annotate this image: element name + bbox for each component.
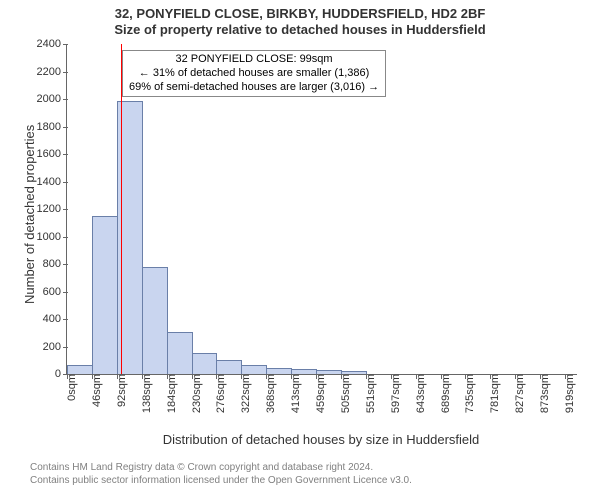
y-tick: 200: [43, 341, 67, 353]
x-tick: 781sqm: [487, 374, 501, 413]
title-line2: Size of property relative to detached ho…: [0, 22, 600, 38]
x-tick: 368sqm: [263, 374, 277, 413]
attribution-line1: Contains HM Land Registry data © Crown c…: [30, 462, 412, 475]
y-tick: 2000: [37, 93, 67, 105]
y-axis-label: Number of detached properties: [22, 125, 37, 304]
title-line1: 32, PONYFIELD CLOSE, BIRKBY, HUDDERSFIEL…: [0, 6, 600, 22]
y-tick: 1200: [37, 203, 67, 215]
x-tick: 827sqm: [512, 374, 526, 413]
histogram-bar: [216, 360, 242, 374]
x-tick: 413sqm: [288, 374, 302, 413]
chart-title: 32, PONYFIELD CLOSE, BIRKBY, HUDDERSFIEL…: [0, 6, 600, 39]
y-tick: 1000: [37, 231, 67, 243]
annotation-box: 32 PONYFIELD CLOSE: 99sqm ← 31% of detac…: [122, 50, 386, 97]
attribution-text: Contains HM Land Registry data © Crown c…: [30, 462, 412, 487]
histogram-bar: [167, 332, 193, 374]
x-tick: 459sqm: [313, 374, 327, 413]
x-tick: 735sqm: [462, 374, 476, 413]
x-tick: 505sqm: [338, 374, 352, 413]
y-tick: 2200: [37, 66, 67, 78]
x-tick: 597sqm: [388, 374, 402, 413]
x-tick: 873sqm: [537, 374, 551, 413]
x-tick: 643sqm: [413, 374, 427, 413]
annotation-line3: 69% of semi-detached houses are larger (…: [129, 81, 379, 95]
y-tick: 800: [43, 258, 67, 270]
x-tick: 46sqm: [89, 374, 103, 407]
histogram-bar: [67, 365, 93, 374]
x-tick: 184sqm: [164, 374, 178, 413]
x-tick: 322sqm: [238, 374, 252, 413]
x-tick: 689sqm: [438, 374, 452, 413]
x-axis-label: Distribution of detached houses by size …: [66, 432, 576, 447]
y-tick: 1800: [37, 121, 67, 133]
x-tick: 138sqm: [139, 374, 153, 413]
x-tick: 92sqm: [114, 374, 128, 407]
x-tick: 230sqm: [189, 374, 203, 413]
x-tick: 276sqm: [213, 374, 227, 413]
y-tick: 1400: [37, 176, 67, 188]
annotation-line2: ← 31% of detached houses are smaller (1,…: [129, 67, 379, 81]
x-tick: 919sqm: [562, 374, 576, 413]
histogram-bar: [142, 267, 168, 374]
x-tick: 551sqm: [363, 374, 377, 413]
y-tick: 600: [43, 286, 67, 298]
histogram-bar: [192, 353, 218, 374]
x-tick: 0sqm: [64, 374, 78, 401]
histogram-bar: [92, 216, 118, 374]
chart-container: 32, PONYFIELD CLOSE, BIRKBY, HUDDERSFIEL…: [0, 0, 600, 500]
annotation-line1: 32 PONYFIELD CLOSE: 99sqm: [129, 53, 379, 67]
y-tick: 2400: [37, 38, 67, 50]
attribution-line2: Contains public sector information licen…: [30, 475, 412, 488]
y-tick: 1600: [37, 148, 67, 160]
y-tick: 400: [43, 313, 67, 325]
histogram-bar: [241, 365, 267, 374]
